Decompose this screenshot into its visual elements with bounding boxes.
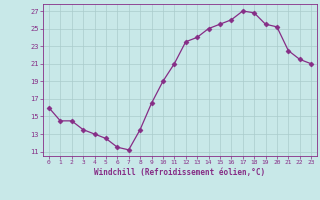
X-axis label: Windchill (Refroidissement éolien,°C): Windchill (Refroidissement éolien,°C) <box>94 168 266 177</box>
